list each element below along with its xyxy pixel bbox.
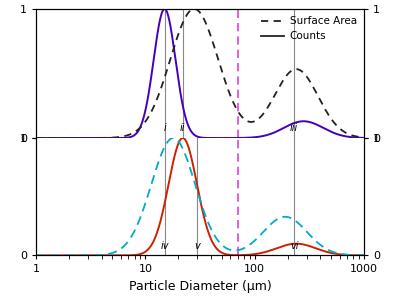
- Text: iv: iv: [160, 241, 169, 251]
- Text: ii: ii: [180, 123, 186, 133]
- Text: i: i: [163, 123, 166, 133]
- X-axis label: Particle Diameter (μm): Particle Diameter (μm): [129, 280, 271, 293]
- Text: vi: vi: [290, 241, 298, 251]
- Legend: Surface Area, Counts: Surface Area, Counts: [257, 12, 361, 45]
- Text: iii: iii: [290, 123, 298, 133]
- Text: v: v: [195, 241, 200, 251]
